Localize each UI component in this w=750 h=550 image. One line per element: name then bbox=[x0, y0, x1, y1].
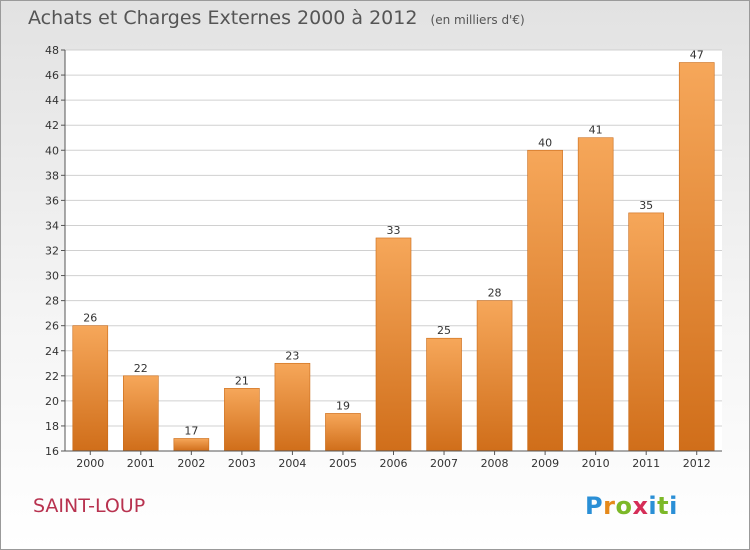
x-tick-label-2011: 2011 bbox=[632, 457, 660, 470]
bar-2008 bbox=[476, 300, 513, 452]
y-tick-label: 28 bbox=[45, 295, 59, 308]
logo-letter: r bbox=[603, 492, 616, 520]
y-tick-label: 44 bbox=[45, 94, 59, 107]
x-tick-label-2012: 2012 bbox=[683, 457, 711, 470]
logo-letter: x bbox=[632, 492, 649, 520]
value-label-2002: 17 bbox=[184, 424, 198, 437]
chart-title: Achats et Charges Externes 2000 à 2012 bbox=[28, 7, 418, 29]
bar-2000 bbox=[72, 325, 109, 452]
chart-subtitle: (en milliers d'€) bbox=[430, 13, 525, 27]
y-tick-label: 42 bbox=[45, 119, 59, 132]
x-tick-label-2003: 2003 bbox=[228, 457, 256, 470]
y-tick-label: 36 bbox=[45, 194, 59, 207]
logo-letter: P bbox=[585, 492, 604, 520]
bar-2005 bbox=[325, 413, 361, 452]
value-label-2008: 28 bbox=[488, 287, 502, 300]
y-tick-label: 40 bbox=[45, 144, 59, 157]
bar-2002 bbox=[173, 438, 210, 452]
value-label-2001: 22 bbox=[134, 362, 148, 375]
logo-letter: o bbox=[615, 492, 633, 520]
value-label-2006: 33 bbox=[387, 224, 401, 237]
y-tick-label: 18 bbox=[45, 420, 59, 433]
logo-letter: t bbox=[657, 492, 670, 520]
value-label-2004: 23 bbox=[285, 349, 299, 362]
x-tick-label-2004: 2004 bbox=[278, 457, 306, 470]
chart-title-row: Achats et Charges Externes 2000 à 2012 (… bbox=[28, 7, 525, 29]
bar-2004 bbox=[274, 362, 311, 452]
y-tick-label: 24 bbox=[45, 345, 59, 358]
value-label-2000: 26 bbox=[83, 312, 97, 325]
y-tick-label: 48 bbox=[45, 44, 59, 57]
logo-letter: i bbox=[648, 492, 658, 520]
bar-2003 bbox=[224, 388, 260, 452]
value-label-2012: 47 bbox=[690, 49, 704, 62]
y-tick-label: 30 bbox=[45, 270, 59, 283]
x-tick-label-2002: 2002 bbox=[177, 457, 205, 470]
bar-2010 bbox=[577, 137, 614, 452]
bar-2006 bbox=[375, 237, 412, 452]
value-label-2005: 19 bbox=[336, 399, 350, 412]
x-tick-label-2005: 2005 bbox=[329, 457, 357, 470]
commune-name: SAINT-LOUP bbox=[33, 495, 146, 517]
y-tick-label: 34 bbox=[45, 219, 59, 232]
y-tick-label: 46 bbox=[45, 69, 59, 82]
bar-2011 bbox=[628, 212, 664, 452]
y-tick-label: 16 bbox=[45, 445, 59, 458]
proxiti-logo: Proxiti bbox=[585, 492, 678, 520]
y-tick-label: 20 bbox=[45, 395, 59, 408]
bar-2009 bbox=[527, 149, 563, 452]
y-tick-label: 26 bbox=[45, 320, 59, 333]
value-label-2007: 25 bbox=[437, 324, 451, 337]
bar-2007 bbox=[426, 337, 462, 452]
x-tick-label-2008: 2008 bbox=[481, 457, 509, 470]
value-label-2010: 41 bbox=[589, 124, 603, 137]
y-tick-label: 32 bbox=[45, 245, 59, 258]
value-label-2003: 21 bbox=[235, 374, 249, 387]
x-tick-label-2006: 2006 bbox=[380, 457, 408, 470]
x-tick-label-2010: 2010 bbox=[582, 457, 610, 470]
x-tick-label-2000: 2000 bbox=[76, 457, 104, 470]
x-tick-label-2001: 2001 bbox=[127, 457, 155, 470]
value-label-2009: 40 bbox=[538, 136, 552, 149]
logo-letter: i bbox=[669, 492, 678, 520]
y-tick-label: 22 bbox=[45, 370, 59, 383]
x-tick-label-2009: 2009 bbox=[531, 457, 559, 470]
value-label-2011: 35 bbox=[639, 199, 653, 212]
bar-2012 bbox=[678, 62, 715, 452]
y-tick-label: 38 bbox=[45, 169, 59, 182]
bar-2001 bbox=[123, 375, 159, 452]
x-tick-label-2007: 2007 bbox=[430, 457, 458, 470]
